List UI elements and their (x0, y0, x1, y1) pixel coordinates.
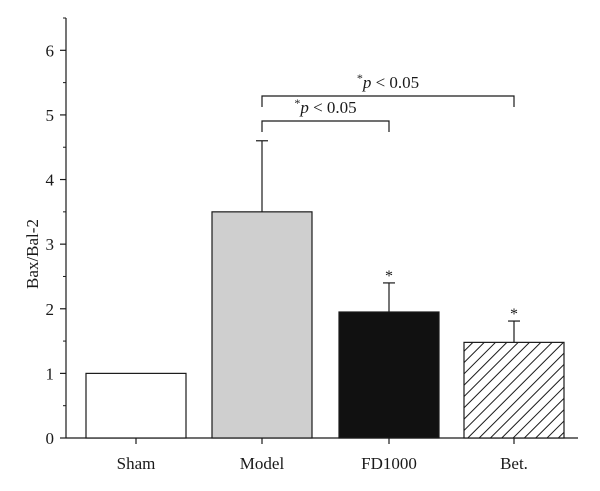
x-tick-label: Bet. (500, 454, 528, 473)
comparison-label: *p < 0.05 (294, 96, 356, 117)
x-tick-label: Model (240, 454, 285, 473)
y-tick-label: 0 (46, 429, 55, 448)
comparison-bracket (261, 120, 390, 132)
bar-model (211, 211, 313, 439)
comparison-star: * (357, 71, 363, 85)
y-tick-label: 4 (46, 171, 55, 190)
y-tick-label: 1 (46, 364, 55, 383)
comparison-bracket (261, 95, 515, 107)
x-tick-label: FD1000 (361, 454, 417, 473)
bars: ** (85, 140, 565, 439)
comparison-threshold: < 0.05 (371, 73, 419, 92)
bar-bet (463, 341, 565, 439)
comparison-threshold: < 0.05 (309, 98, 357, 117)
bar-fd1000 (338, 311, 440, 439)
y-tick-label: 3 (46, 235, 55, 254)
significance-star: * (385, 268, 393, 285)
comparison-p: p (362, 73, 372, 92)
comparison-p: p (299, 98, 309, 117)
significance-star: * (510, 306, 518, 323)
comparison-label: *p < 0.05 (357, 71, 419, 92)
comparison-star: * (294, 96, 300, 110)
y-tick-label: 2 (46, 300, 55, 319)
bar-sham (85, 372, 187, 439)
y-tick-label: 5 (46, 106, 55, 125)
x-tick-label: Sham (117, 454, 156, 473)
y-axis-title: Bax/Bal-2 (23, 219, 42, 289)
y-tick-label: 6 (46, 41, 55, 60)
significance-annotations: *p < 0.05*p < 0.05 (261, 71, 515, 132)
